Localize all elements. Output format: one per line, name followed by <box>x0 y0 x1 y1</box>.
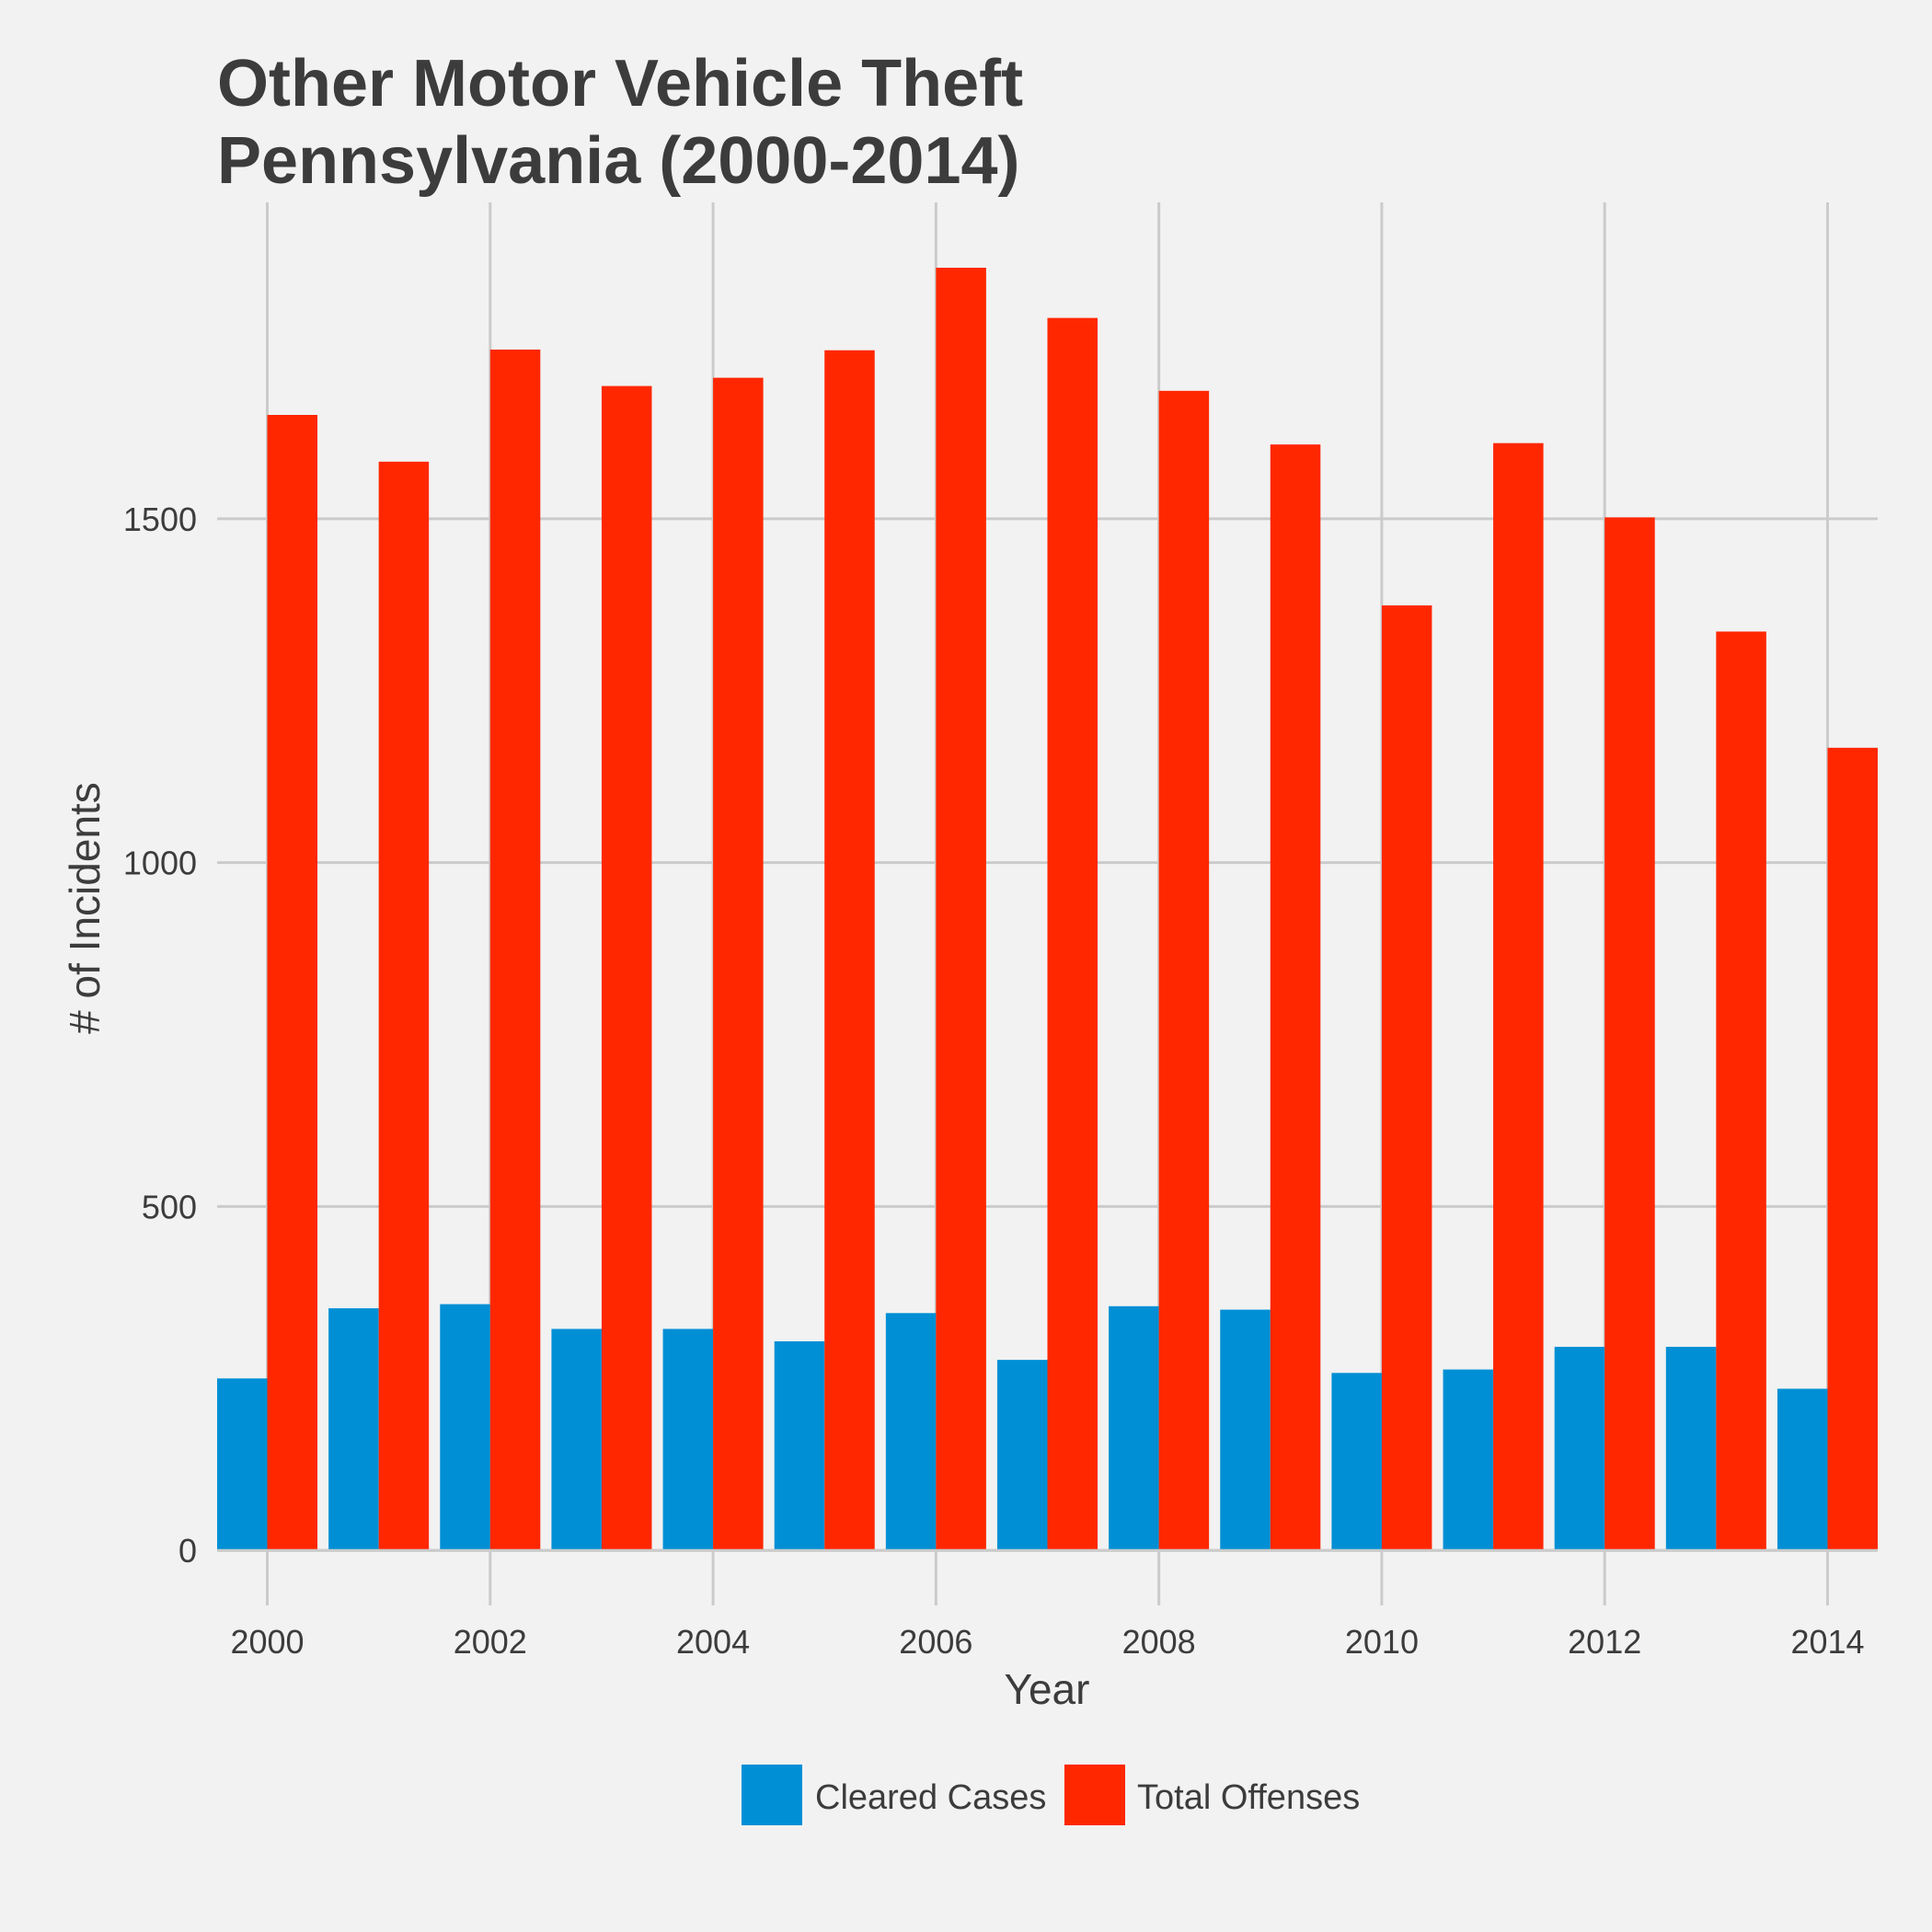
legend: Cleared Cases Total Offenses <box>742 1765 1360 1825</box>
bar-total-offenses-2005 <box>824 350 875 1551</box>
legend-label-cleared-cases: Cleared Cases <box>815 1778 1046 1817</box>
bar-cleared-cases-2000 <box>217 1378 268 1551</box>
bar-cleared-cases-2012 <box>1554 1346 1605 1551</box>
bar-total-offenses-2011 <box>1493 443 1544 1551</box>
chart-title-line-2: Pennsylvania (2000-2014) <box>217 124 1020 198</box>
bar-total-offenses-2000 <box>267 414 318 1551</box>
bar-total-offenses-2013 <box>1716 631 1766 1551</box>
bar-cleared-cases-2009 <box>1220 1309 1271 1551</box>
legend-swatch-total-offenses <box>1064 1765 1125 1825</box>
bar-total-offenses-2009 <box>1270 444 1321 1551</box>
chart-title-line-1: Other Motor Vehicle Theft <box>217 47 1023 121</box>
bar-cleared-cases-2007 <box>996 1360 1048 1551</box>
legend-swatch-cleared-cases <box>742 1765 802 1825</box>
y-tick-label-1500: 1500 <box>123 500 197 538</box>
x-axis-title: Year <box>1005 1665 1090 1713</box>
bar-cleared-cases-2001 <box>328 1308 379 1551</box>
bar-total-offenses-2002 <box>489 349 541 1551</box>
bar-cleared-cases-2010 <box>1331 1373 1382 1551</box>
bar-total-offenses-2003 <box>601 385 652 1551</box>
bar-cleared-cases-2014 <box>1777 1388 1828 1551</box>
chart-title: Other Motor Vehicle Theft Pennsylvania (… <box>217 47 1023 198</box>
bar-cleared-cases-2004 <box>662 1328 714 1551</box>
bar-total-offenses-2010 <box>1381 605 1432 1551</box>
x-tick-label-2010: 2010 <box>1345 1623 1419 1661</box>
x-axis-tick-labels: 2000 2002 2004 2006 2008 2010 2012 2014 <box>230 1623 1864 1661</box>
bar-cleared-cases-2003 <box>551 1328 602 1551</box>
x-tick-label-2000: 2000 <box>230 1623 304 1661</box>
bar-cleared-cases-2011 <box>1443 1369 1494 1551</box>
bar-total-offenses-2006 <box>936 268 986 1551</box>
x-tick-label-2004: 2004 <box>676 1623 750 1661</box>
legend-label-total-offenses: Total Offenses <box>1137 1778 1360 1817</box>
y-tick-label-1000: 1000 <box>123 845 197 882</box>
bars <box>217 268 1878 1552</box>
y-axis-tick-labels: 0 500 1000 1500 <box>123 500 197 1570</box>
x-tick-label-2002: 2002 <box>454 1623 527 1661</box>
bar-cleared-cases-2006 <box>885 1313 937 1551</box>
bar-total-offenses-2004 <box>713 377 764 1551</box>
bar-total-offenses-2001 <box>378 461 430 1551</box>
bar-cleared-cases-2013 <box>1665 1346 1717 1551</box>
x-tick-label-2008: 2008 <box>1122 1623 1196 1661</box>
y-axis-title: # of Incidents <box>61 782 109 1034</box>
bar-total-offenses-2007 <box>1047 317 1098 1551</box>
x-tick-label-2014: 2014 <box>1790 1623 1864 1661</box>
bar-cleared-cases-2005 <box>774 1340 825 1551</box>
bar-total-offenses-2008 <box>1158 390 1210 1551</box>
bar-cleared-cases-2008 <box>1109 1305 1159 1551</box>
bar-total-offenses-2014 <box>1827 747 1878 1551</box>
y-tick-label-500: 500 <box>142 1188 197 1225</box>
bar-cleared-cases-2002 <box>440 1304 490 1551</box>
x-tick-label-2006: 2006 <box>899 1623 972 1661</box>
y-tick-label-0: 0 <box>178 1532 197 1570</box>
x-tick-label-2012: 2012 <box>1568 1623 1641 1661</box>
bar-total-offenses-2012 <box>1604 517 1655 1551</box>
